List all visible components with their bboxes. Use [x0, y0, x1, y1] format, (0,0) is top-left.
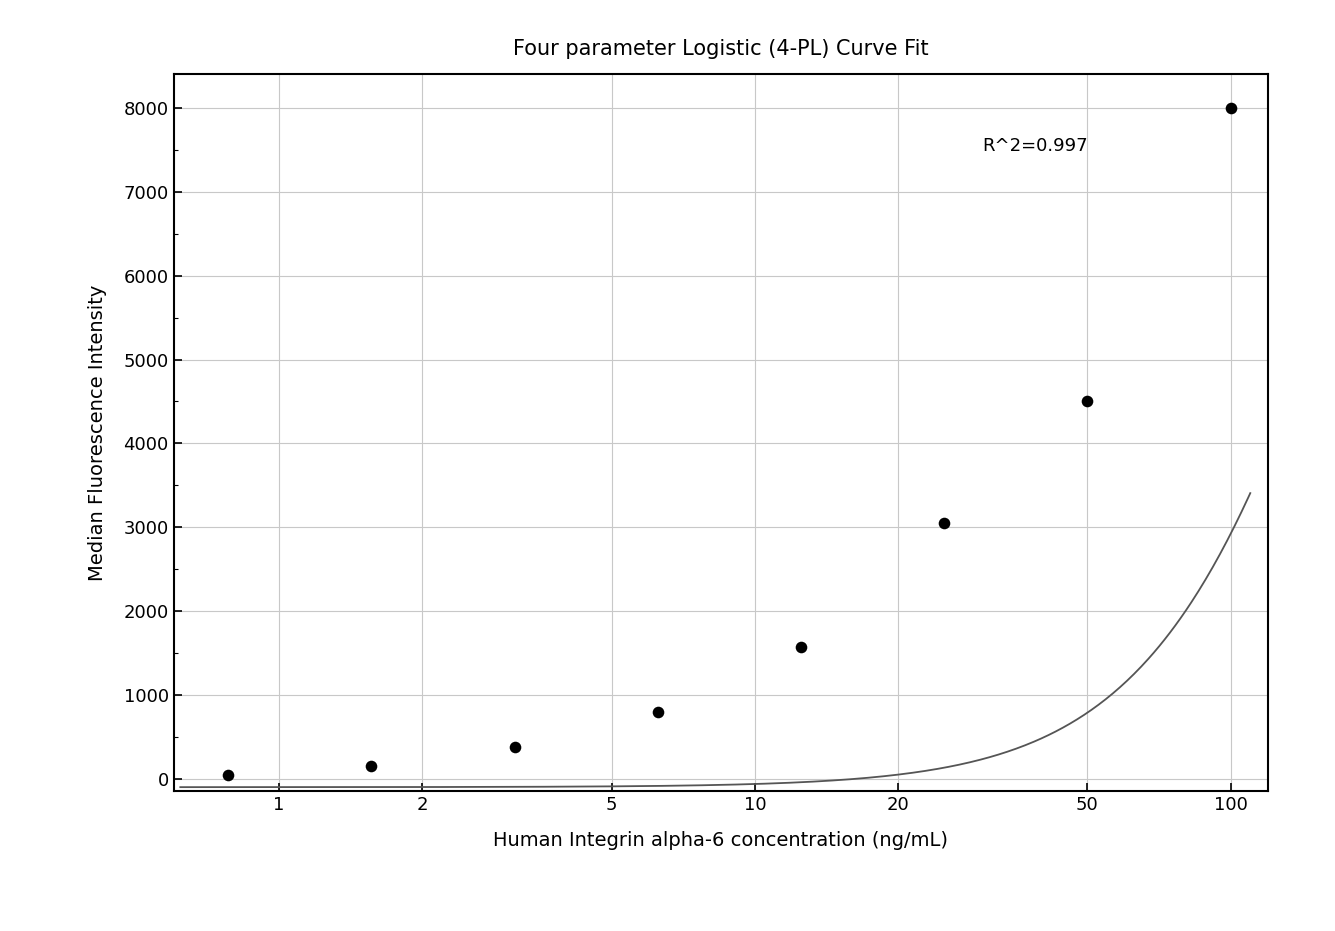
Point	[1077, 394, 1099, 409]
Text: R^2=0.997: R^2=0.997	[981, 137, 1088, 155]
Point	[360, 759, 382, 774]
X-axis label: Human Integrin alpha-6 concentration (ng/mL): Human Integrin alpha-6 concentration (ng…	[494, 830, 948, 850]
Point	[218, 767, 239, 782]
Point	[933, 516, 955, 531]
Title: Four parameter Logistic (4-PL) Curve Fit: Four parameter Logistic (4-PL) Curve Fit	[513, 39, 929, 59]
Point	[503, 740, 525, 755]
Point	[647, 704, 669, 719]
Y-axis label: Median Fluorescence Intensity: Median Fluorescence Intensity	[88, 285, 107, 581]
Point	[1220, 101, 1242, 115]
Point	[790, 640, 812, 654]
